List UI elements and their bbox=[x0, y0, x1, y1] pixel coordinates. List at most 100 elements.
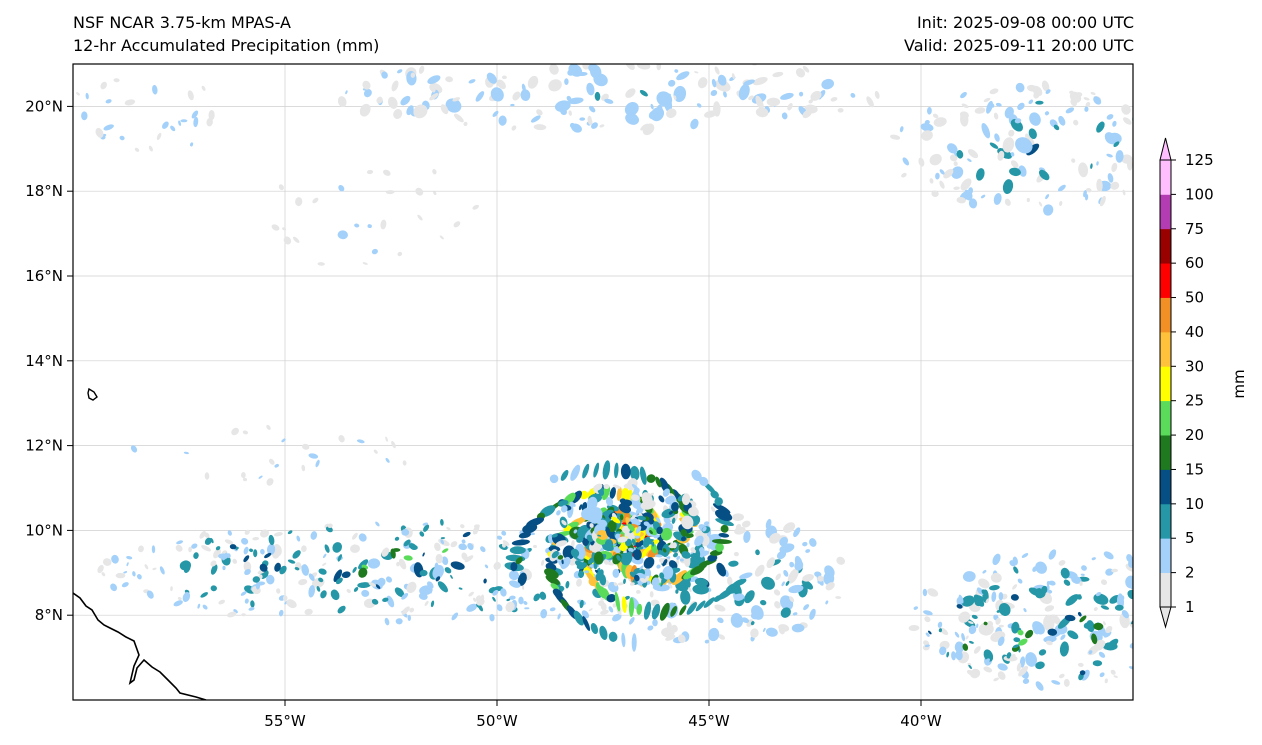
precip-cell bbox=[1225, 607, 1229, 610]
precip-cell bbox=[268, 458, 275, 465]
precip-cell bbox=[665, 495, 676, 505]
precip-cell bbox=[1063, 678, 1070, 687]
precip-cell bbox=[1043, 635, 1057, 643]
precip-cell bbox=[679, 558, 684, 562]
precip-cell bbox=[278, 184, 284, 191]
precip-cell bbox=[589, 544, 593, 551]
precip-cell bbox=[809, 538, 817, 547]
precip-cell bbox=[655, 517, 661, 523]
precip-cell bbox=[363, 89, 372, 98]
precip-cell bbox=[224, 539, 234, 545]
precip-cell bbox=[486, 72, 497, 84]
precip-cell bbox=[1085, 188, 1092, 193]
precip-cell bbox=[951, 166, 964, 179]
precip-cell bbox=[1093, 593, 1109, 605]
precip-cell bbox=[760, 599, 767, 606]
lat-tick-label: 8°N bbox=[35, 606, 63, 624]
precip-cell bbox=[995, 102, 1002, 107]
precip-cell bbox=[462, 531, 471, 538]
precip-cell bbox=[662, 566, 674, 580]
precip-cell bbox=[397, 69, 403, 74]
precip-cell bbox=[335, 577, 343, 585]
precip-cell bbox=[639, 466, 647, 485]
precip-cell bbox=[697, 77, 708, 89]
precip-cell bbox=[1150, 614, 1157, 619]
colorbar-segment-1 bbox=[1160, 572, 1171, 608]
precip-cell bbox=[998, 592, 1004, 601]
precip-cell bbox=[249, 548, 254, 553]
precip-cell bbox=[527, 75, 539, 89]
precip-cell bbox=[710, 89, 718, 97]
precip-cell bbox=[121, 582, 129, 588]
precip-cell bbox=[146, 590, 154, 599]
precip-cell bbox=[432, 168, 437, 175]
precip-cell bbox=[1135, 663, 1142, 672]
precip-cell bbox=[1151, 134, 1156, 139]
precip-cell bbox=[102, 558, 112, 566]
precip-cell bbox=[732, 578, 747, 587]
precip-cell bbox=[1032, 566, 1038, 572]
precip-cell bbox=[274, 562, 281, 572]
precip-cell bbox=[413, 104, 428, 119]
precip-cell bbox=[1123, 108, 1126, 115]
precip-cell bbox=[681, 493, 691, 506]
precip-cell bbox=[1038, 649, 1047, 656]
precip-cell bbox=[1199, 625, 1203, 630]
precip-cell bbox=[406, 581, 417, 594]
precip-cell bbox=[286, 599, 297, 609]
precip-cell bbox=[426, 588, 432, 594]
precip-cell bbox=[899, 126, 904, 133]
precip-cell bbox=[394, 536, 400, 541]
precip-cell bbox=[243, 546, 249, 555]
precip-cell bbox=[1058, 673, 1065, 679]
precip-cell bbox=[423, 524, 430, 532]
coastline-south-america bbox=[73, 592, 207, 700]
precip-cell bbox=[1060, 567, 1070, 579]
precip-cell bbox=[631, 538, 636, 546]
precip-cell bbox=[354, 223, 360, 228]
precip-cell bbox=[1019, 656, 1026, 668]
precip-cell bbox=[394, 587, 405, 597]
precip-cell bbox=[506, 598, 511, 602]
precip-cell bbox=[1161, 638, 1165, 644]
precip-cell bbox=[958, 594, 964, 604]
precip-cell bbox=[1013, 566, 1019, 574]
precip-cell bbox=[1085, 101, 1091, 107]
precip-cell bbox=[982, 570, 987, 574]
colorbar-extend-max bbox=[1159, 137, 1172, 161]
precip-cell bbox=[965, 635, 969, 640]
precip-cell bbox=[623, 483, 633, 489]
precip-cell bbox=[402, 460, 407, 466]
precip-cell bbox=[692, 584, 709, 595]
precip-cell bbox=[775, 573, 782, 581]
precip-cell bbox=[921, 130, 933, 141]
precip-cell bbox=[1012, 584, 1018, 590]
precip-cell bbox=[1198, 586, 1204, 593]
precip-cell bbox=[204, 532, 210, 539]
precip-cell bbox=[636, 603, 643, 615]
precip-cell bbox=[676, 71, 690, 81]
precip-cell bbox=[126, 562, 129, 567]
precip-cell bbox=[550, 583, 560, 591]
precip-cell bbox=[341, 571, 351, 578]
precip-cell bbox=[691, 469, 702, 482]
precip-cell bbox=[929, 153, 942, 166]
precip-cell bbox=[1114, 604, 1124, 611]
precip-cell bbox=[716, 562, 727, 577]
precip-cell bbox=[1110, 669, 1116, 675]
precip-cell bbox=[762, 627, 766, 633]
precip-cell bbox=[1048, 580, 1056, 586]
precip-cell bbox=[789, 561, 795, 568]
precip-cell bbox=[968, 198, 978, 209]
precip-cell bbox=[473, 528, 478, 535]
precip-cell bbox=[266, 574, 275, 585]
precip-cell bbox=[517, 572, 527, 586]
precip-cell bbox=[662, 548, 667, 553]
precip-cell bbox=[359, 103, 371, 117]
precip-cell bbox=[703, 597, 715, 608]
precip-cell bbox=[227, 530, 232, 536]
precip-cell bbox=[518, 596, 524, 605]
precip-cell bbox=[1157, 665, 1166, 675]
precip-cell bbox=[159, 566, 165, 575]
precip-cell bbox=[453, 221, 461, 228]
